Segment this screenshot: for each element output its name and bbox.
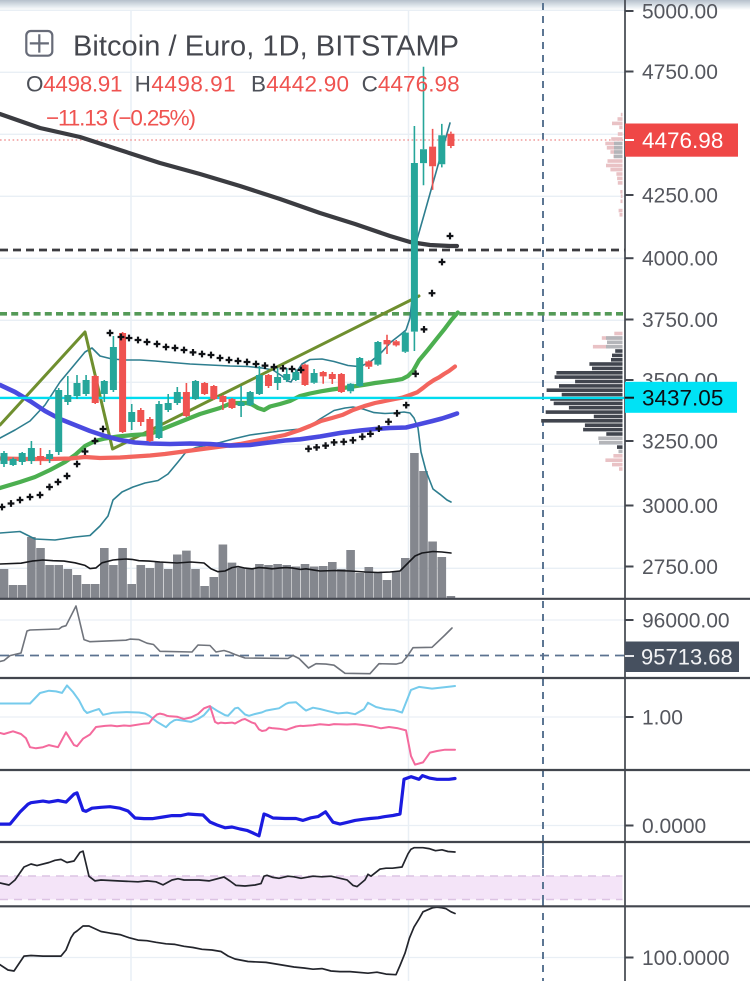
svg-text:96000.00: 96000.00 [642,610,730,633]
svg-text:1.00: 1.00 [642,707,683,730]
svg-text:H4498.91: H4498.91 [135,72,236,97]
svg-text:C4476.98: C4476.98 [362,72,460,97]
svg-text:2750.00: 2750.00 [642,556,718,579]
svg-text:−11.13 (−0.25%): −11.13 (−0.25%) [46,106,196,131]
svg-text:95713.68: 95713.68 [641,645,733,670]
svg-text:4000.00: 4000.00 [642,248,718,271]
svg-text:100.0000: 100.0000 [642,947,730,970]
svg-text:3000.00: 3000.00 [642,495,718,518]
svg-text:3750.00: 3750.00 [642,309,718,332]
svg-text:4250.00: 4250.00 [642,185,718,208]
svg-text:4476.98: 4476.98 [642,128,723,153]
svg-text:B4442.90: B4442.90 [251,72,349,97]
svg-text:3437.05: 3437.05 [642,386,723,411]
svg-text:0.0000: 0.0000 [642,815,706,838]
svg-text:3250.00: 3250.00 [642,431,718,454]
svg-text:Bitcoin / Euro, 1D, BITSTAMP: Bitcoin / Euro, 1D, BITSTAMP [73,31,459,63]
svg-text:O4498.91: O4498.91 [26,72,123,97]
svg-text:4750.00: 4750.00 [642,61,718,84]
svg-text:5000.00: 5000.00 [642,1,718,24]
